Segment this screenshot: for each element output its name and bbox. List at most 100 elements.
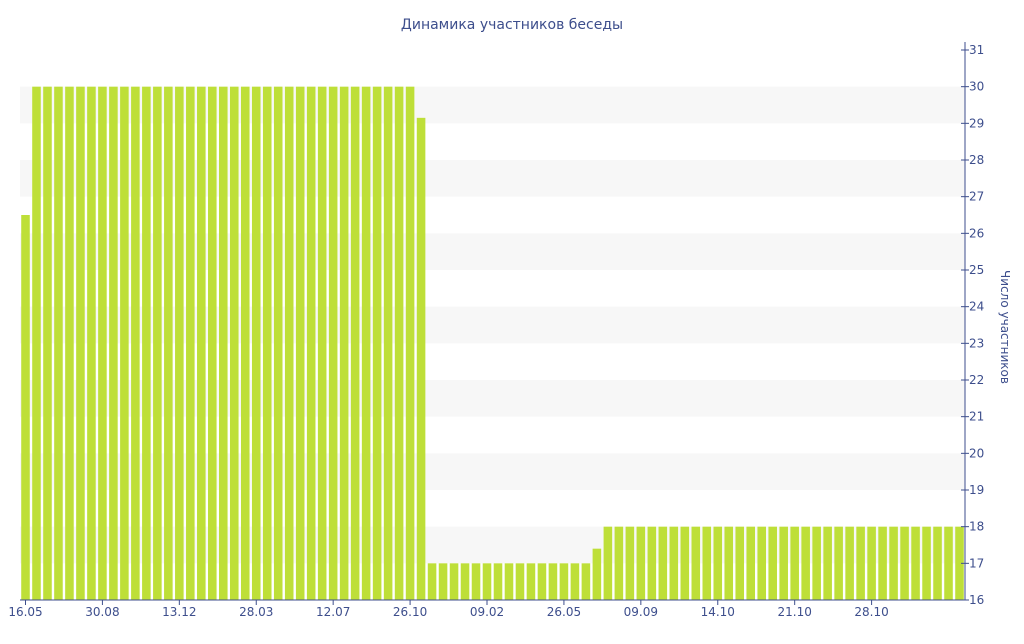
y-tick-label: 30 — [969, 80, 984, 94]
bar[interactable] — [164, 86, 173, 601]
bar[interactable] — [658, 526, 668, 600]
bar[interactable] — [570, 563, 580, 600]
bar[interactable] — [219, 86, 228, 601]
bars — [21, 86, 964, 601]
bar[interactable] — [350, 86, 360, 601]
bar[interactable] — [548, 563, 558, 600]
bar[interactable] — [922, 526, 931, 600]
bar[interactable] — [251, 86, 261, 601]
bar[interactable] — [208, 86, 217, 601]
bar[interactable] — [120, 86, 129, 601]
bar[interactable] — [856, 526, 865, 600]
grid-band — [20, 233, 965, 270]
bar[interactable] — [526, 563, 536, 600]
bar[interactable] — [823, 526, 832, 600]
bar[interactable] — [691, 526, 701, 600]
bar[interactable] — [801, 526, 810, 600]
bar[interactable] — [240, 86, 250, 601]
bar[interactable] — [383, 86, 393, 601]
bar[interactable] — [76, 86, 85, 601]
bar[interactable] — [702, 526, 712, 600]
bar[interactable] — [284, 86, 294, 601]
bar[interactable] — [416, 117, 426, 600]
bar[interactable] — [273, 86, 283, 601]
y-tick-label: 18 — [969, 520, 984, 534]
bar[interactable] — [229, 86, 239, 601]
bar[interactable] — [713, 526, 723, 600]
bar[interactable] — [515, 563, 525, 600]
bar[interactable] — [339, 86, 349, 601]
bar[interactable] — [98, 86, 107, 601]
bar[interactable] — [812, 526, 821, 600]
bar[interactable] — [768, 526, 777, 600]
bar[interactable] — [933, 526, 942, 600]
y-axis-label: Число участников — [998, 270, 1012, 384]
bar[interactable] — [394, 86, 404, 601]
bar[interactable] — [186, 86, 195, 601]
bar[interactable] — [306, 86, 316, 601]
bar[interactable] — [493, 563, 503, 600]
bar[interactable] — [537, 563, 547, 600]
x-tick-label: 28.03 — [239, 605, 273, 619]
bar[interactable] — [900, 526, 909, 600]
bar[interactable] — [559, 563, 569, 600]
bar[interactable] — [504, 563, 514, 600]
y-tick-label: 24 — [969, 300, 984, 314]
bar[interactable] — [109, 86, 118, 601]
bar[interactable] — [911, 526, 920, 600]
bar[interactable] — [955, 526, 964, 600]
bar[interactable] — [724, 526, 734, 600]
bar[interactable] — [735, 526, 745, 600]
bar[interactable] — [592, 548, 602, 600]
bar[interactable] — [131, 86, 140, 601]
bar[interactable] — [834, 526, 843, 600]
grid-bands — [20, 86, 965, 564]
y-tick-label: 27 — [969, 190, 984, 204]
bar[interactable] — [867, 526, 876, 600]
bar[interactable] — [757, 526, 766, 600]
bar[interactable] — [669, 526, 679, 600]
bar[interactable] — [680, 526, 690, 600]
bar[interactable] — [581, 563, 591, 600]
bar[interactable] — [54, 86, 63, 601]
bar[interactable] — [779, 526, 788, 600]
bar[interactable] — [878, 526, 887, 600]
bar[interactable] — [614, 526, 624, 600]
bar[interactable] — [449, 563, 459, 600]
bar[interactable] — [746, 526, 756, 600]
bar[interactable] — [175, 86, 184, 601]
bar[interactable] — [295, 86, 305, 601]
bar[interactable] — [361, 86, 371, 601]
bar[interactable] — [87, 86, 96, 601]
bar[interactable] — [460, 563, 470, 600]
bar[interactable] — [438, 563, 448, 600]
bar[interactable] — [372, 86, 382, 601]
bar[interactable] — [262, 86, 272, 601]
bar[interactable] — [405, 86, 415, 601]
bar[interactable] — [32, 86, 41, 601]
bar[interactable] — [65, 86, 74, 601]
bar[interactable] — [482, 563, 492, 600]
bar[interactable] — [636, 526, 646, 600]
bar[interactable] — [21, 215, 30, 600]
bar[interactable] — [471, 563, 481, 600]
bar[interactable] — [845, 526, 854, 600]
bar[interactable] — [142, 86, 151, 601]
bar[interactable] — [153, 86, 162, 601]
bar[interactable] — [790, 526, 799, 600]
bar[interactable] — [647, 526, 657, 600]
y-tick-label: 16 — [969, 593, 984, 607]
x-tick-label: 12.07 — [316, 605, 350, 619]
bar[interactable] — [317, 86, 327, 601]
bar[interactable] — [944, 526, 953, 600]
bar[interactable] — [625, 526, 635, 600]
bar[interactable] — [43, 86, 52, 601]
bar[interactable] — [603, 526, 613, 600]
y-tick-label: 26 — [969, 226, 984, 240]
grid-band — [20, 380, 965, 417]
bar[interactable] — [328, 86, 338, 601]
x-tick-label: 13.12 — [162, 605, 196, 619]
bar[interactable] — [889, 526, 898, 600]
bar[interactable] — [197, 86, 206, 601]
bar[interactable] — [427, 563, 437, 600]
